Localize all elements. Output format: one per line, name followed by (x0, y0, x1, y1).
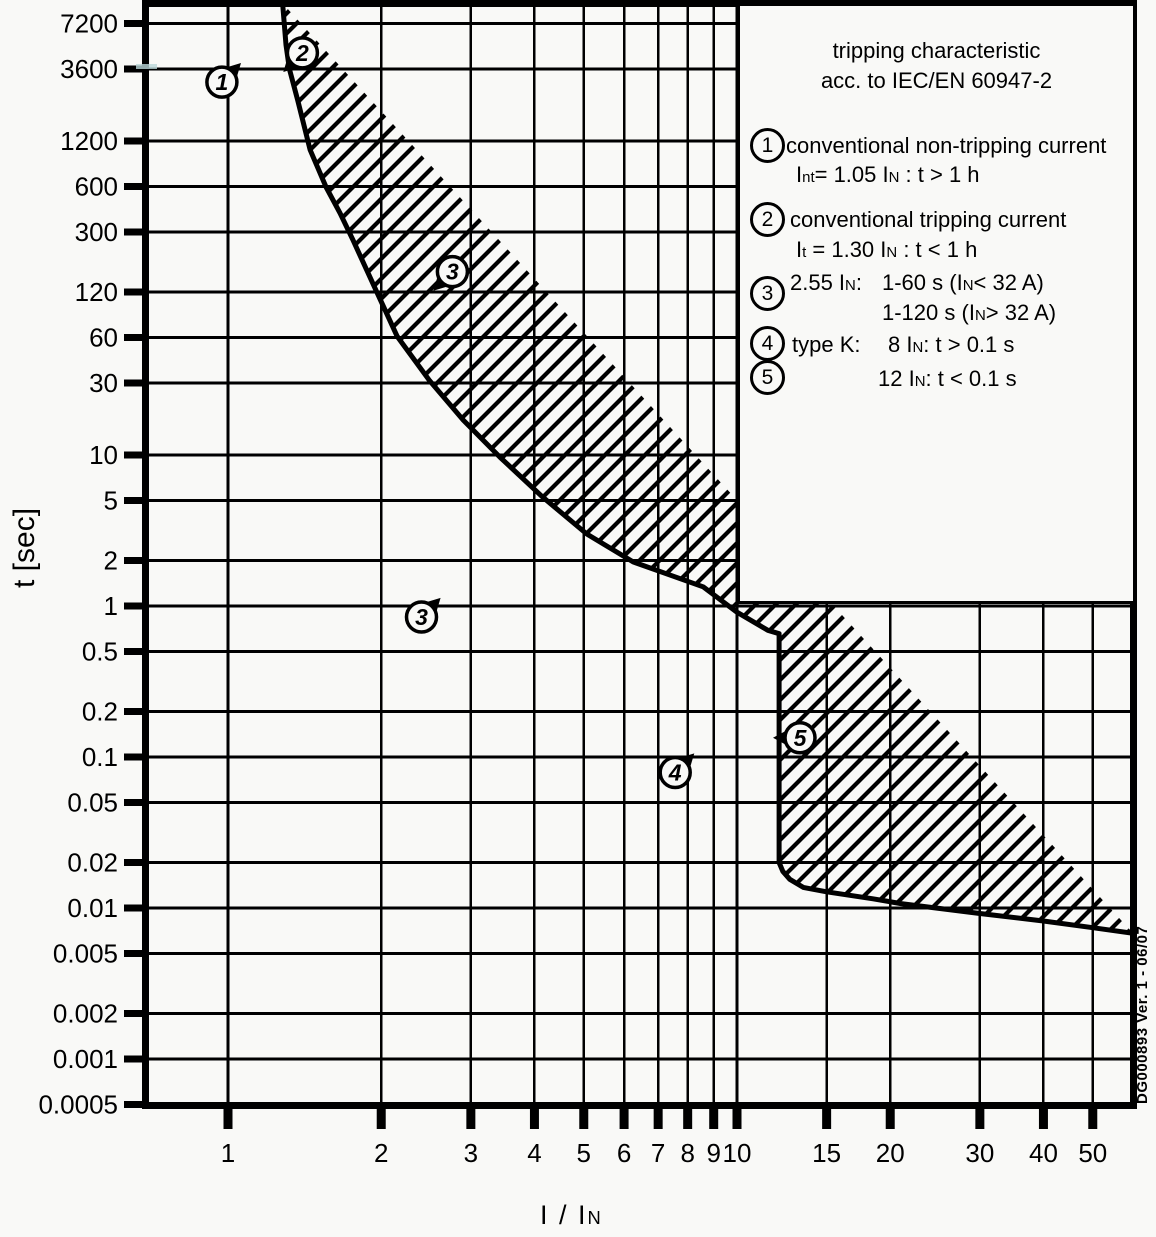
x-tick-label-4: 4 (527, 1138, 541, 1168)
marker-number: 4 (668, 760, 682, 786)
x-axis-title: I / IN (540, 1200, 603, 1230)
axis-tick-labels: 7200360012006003001206030105210.50.20.10… (38, 9, 1107, 1168)
curve-marker-3: 3 (433, 254, 470, 291)
x-tick-label-20: 20 (876, 1138, 905, 1168)
plot-border (142, 0, 1137, 1109)
y-tick-label-0.005: 0.005 (53, 938, 118, 968)
legend-item-5-circled-number: 5 (750, 360, 785, 395)
y-tick-label-120: 120 (75, 277, 118, 307)
legend-title: tripping characteristic acc. to IEC/EN 6… (740, 36, 1133, 96)
y-tick-label-60: 60 (89, 322, 118, 352)
marker-number: 1 (216, 69, 229, 95)
x-tick-label-5: 5 (577, 1138, 591, 1168)
legend-box: tripping characteristic acc. to IEC/EN 6… (736, 6, 1133, 604)
legend-title-line1: tripping characteristic (832, 38, 1041, 63)
x-tick-label-6: 6 (617, 1138, 631, 1168)
legend-title-line2: acc. to IEC/EN 60947-2 (820, 68, 1053, 93)
doc-ref-stamp: DG000893 Ver. 1 - 06/07 (1134, 925, 1151, 1104)
y-tick-label-600: 600 (75, 171, 118, 201)
legend-item-3-circled-number: 3 (750, 276, 785, 311)
x-tick-label-8: 8 (680, 1138, 694, 1168)
x-tick-label-40: 40 (1029, 1138, 1058, 1168)
y-tick-label-2: 2 (104, 546, 118, 576)
marker-circle (205, 65, 239, 99)
legend-item-1-formula: Int= 1.05 IN : t > 1 h (796, 162, 980, 187)
y-tick-label-5: 5 (104, 485, 118, 515)
y-tick-label-0.002: 0.002 (53, 999, 118, 1029)
marker-number: 2 (295, 40, 309, 66)
x-tick-label-30: 30 (965, 1138, 994, 1168)
tripping-band-hatch (282, 6, 1130, 933)
legend-item-3-value-line1: 1-60 s (IN< 32 A) (882, 270, 1044, 295)
axis-ticks (124, 20, 1098, 1129)
y-tick-label-300: 300 (75, 217, 118, 247)
legend-item-2-text: conventional tripping current (790, 207, 1067, 232)
y-tick-label-1200: 1200 (60, 126, 118, 156)
marker-circle (658, 755, 692, 790)
y-axis-title: t [sec] (8, 507, 41, 588)
legend-item-4-label: type K: (792, 332, 861, 357)
x-tick-label-50: 50 (1078, 1138, 1107, 1168)
legend-item-2-formula: It = 1.30 IN : t < 1 h (796, 237, 978, 262)
y-tick-label-0.02: 0.02 (67, 848, 118, 878)
curve-marker-5: 5 (773, 721, 817, 755)
legend-item-5-value: 12 IN: t < 0.1 s (878, 366, 1017, 391)
marker-circle (783, 721, 817, 755)
x-tick-label-3: 3 (464, 1138, 478, 1168)
y-tick-label-30: 30 (89, 368, 118, 398)
curve-marker-4: 4 (658, 753, 695, 790)
curve-marker-1: 1 (205, 63, 241, 99)
legend-item-3-value-line2: 1-120 s (IN> 32 A) (882, 300, 1057, 325)
legend-item-4-circled-number: 4 (750, 326, 785, 361)
x-tick-label-15: 15 (812, 1138, 841, 1168)
scan-artifact (136, 64, 157, 69)
x-tick-label-9: 9 (706, 1138, 720, 1168)
x-tick-label-7: 7 (651, 1138, 665, 1168)
y-tick-label-0.2: 0.2 (82, 697, 118, 727)
y-tick-label-7200: 7200 (60, 9, 118, 39)
legend-item-1-text: conventional non-tripping current (786, 133, 1107, 158)
y-tick-label-0.1: 0.1 (82, 742, 118, 772)
y-tick-label-0.0005: 0.0005 (38, 1089, 118, 1119)
curve-marker-2: 2 (283, 36, 320, 72)
marker-number: 3 (446, 259, 459, 285)
y-tick-label-10: 10 (89, 440, 118, 470)
legend-item-1-circled-number: 1 (750, 128, 785, 163)
legend-item-4-value: 8 IN: t > 0.1 s (888, 332, 1015, 357)
y-tick-label-0.5: 0.5 (82, 636, 118, 666)
marker-number: 5 (794, 725, 808, 751)
y-tick-label-3600: 3600 (60, 54, 118, 84)
y-tick-label-0.001: 0.001 (53, 1044, 118, 1074)
marker-circle (404, 600, 439, 634)
tripping-band-outline (280, 6, 1130, 936)
x-tick-label-10: 10 (723, 1138, 752, 1168)
curve-marker-3: 3 (404, 597, 441, 634)
legend-item-2-circled-number: 2 (750, 202, 785, 237)
marker-circle (435, 254, 470, 289)
tripping-band (280, 6, 1130, 936)
marker-number: 3 (415, 604, 428, 630)
x-tick-label-2: 2 (374, 1138, 388, 1168)
x-tick-label-1: 1 (221, 1138, 235, 1168)
y-tick-label-1: 1 (104, 591, 118, 621)
legend-item-3-label: 2.55 IN: (790, 270, 862, 295)
y-tick-label-0.05: 0.05 (67, 787, 118, 817)
marker-circle (285, 36, 320, 70)
y-tick-label-0.01: 0.01 (67, 893, 118, 923)
